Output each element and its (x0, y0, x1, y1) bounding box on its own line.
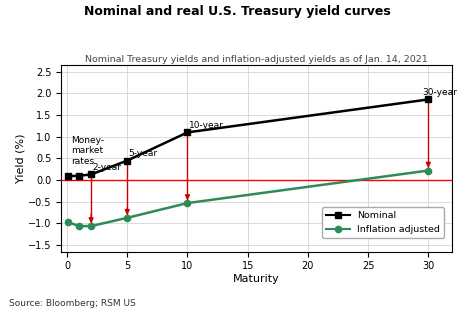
Nominal (184, 131, 190, 134)
Nominal (76, 174, 82, 178)
Inflation adjusted (426, 169, 431, 172)
Title: Nominal Treasury yields and inflation-adjusted yields as of Jan. 14, 2021: Nominal Treasury yields and inflation-ad… (85, 55, 428, 64)
Line: Inflation adjusted: Inflation adjusted (65, 167, 431, 229)
Nominal (88, 173, 94, 176)
Text: 5-year: 5-year (128, 149, 157, 158)
Nominal (426, 98, 431, 101)
Inflation adjusted (184, 201, 190, 205)
Line: Nominal: Nominal (65, 96, 431, 179)
Text: Nominal and real U.S. Treasury yield curves: Nominal and real U.S. Treasury yield cur… (83, 5, 391, 18)
Legend: Nominal, Inflation adjusted: Nominal, Inflation adjusted (322, 207, 444, 237)
Nominal (65, 174, 71, 178)
Text: Source: Bloomberg; RSM US: Source: Bloomberg; RSM US (9, 299, 136, 308)
Text: 2-year: 2-year (92, 163, 121, 172)
Inflation adjusted (65, 220, 71, 224)
Inflation adjusted (88, 224, 94, 228)
Text: 30-year: 30-year (422, 88, 457, 97)
Y-axis label: Yield (%): Yield (%) (15, 134, 25, 183)
X-axis label: Maturity: Maturity (233, 274, 280, 284)
Inflation adjusted (76, 224, 82, 228)
Inflation adjusted (124, 216, 130, 220)
Nominal (124, 159, 130, 162)
Text: 10-year: 10-year (189, 121, 224, 130)
Text: Money-
market
rates: Money- market rates (71, 136, 104, 166)
